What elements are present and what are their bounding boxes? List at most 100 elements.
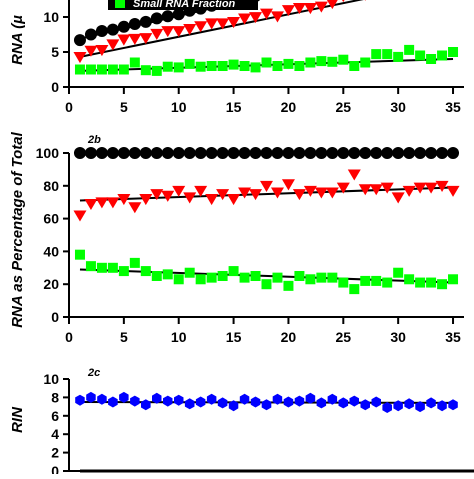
data-point — [305, 392, 316, 404]
data-point — [294, 271, 305, 281]
data-point — [381, 147, 394, 159]
data-point — [426, 54, 437, 64]
y-tick-label: 0 — [51, 309, 59, 325]
data-point — [305, 57, 316, 68]
data-point — [316, 272, 327, 283]
data-point — [139, 15, 152, 28]
data-point — [261, 57, 272, 68]
data-point — [97, 393, 107, 405]
trend-line — [79, 0, 364, 58]
data-point — [448, 274, 459, 285]
data-point — [151, 65, 162, 76]
data-point — [184, 398, 195, 410]
data-point — [281, 179, 295, 191]
data-point — [436, 147, 449, 159]
y-tick-label: 5 — [51, 44, 59, 60]
x-tick-label: 15 — [226, 99, 242, 115]
x-tick-label: 0 — [65, 329, 73, 345]
y-axis-label: RIN — [9, 406, 26, 433]
data-point — [426, 277, 437, 288]
data-point — [316, 56, 327, 67]
legend-label: Small RNA Fraction — [133, 0, 236, 10]
data-point — [96, 64, 107, 75]
data-point — [270, 187, 284, 199]
x-tick-label: 15 — [226, 329, 242, 345]
data-point — [73, 147, 86, 159]
data-point — [96, 262, 107, 273]
data-point — [261, 399, 272, 411]
data-point — [393, 400, 403, 412]
data-point — [129, 57, 140, 68]
data-point — [86, 391, 96, 403]
y-tick-label: 0 — [51, 463, 59, 474]
data-point — [358, 184, 372, 196]
data-point — [239, 61, 250, 71]
data-point — [85, 261, 96, 272]
data-point — [161, 147, 174, 159]
series-hexagon — [75, 391, 458, 413]
data-point — [272, 393, 283, 405]
data-point — [73, 52, 87, 64]
data-point — [261, 279, 272, 290]
data-point — [249, 147, 262, 159]
data-point — [239, 272, 250, 283]
data-point — [161, 26, 175, 38]
data-point — [414, 147, 427, 159]
data-point — [130, 395, 140, 407]
data-point — [250, 396, 261, 408]
data-point — [338, 397, 349, 409]
y-tick-label: 100 — [36, 145, 60, 161]
data-point — [84, 28, 97, 41]
data-point — [316, 397, 327, 409]
data-point — [183, 192, 197, 204]
data-point — [336, 182, 350, 194]
data-point — [293, 147, 306, 159]
x-tick-label: 0 — [65, 99, 73, 115]
data-point — [249, 189, 263, 201]
data-point — [216, 147, 229, 159]
data-point — [270, 11, 284, 23]
data-point — [150, 28, 164, 40]
x-tick-label: 20 — [281, 329, 297, 345]
data-point — [238, 13, 252, 25]
data-point — [415, 50, 426, 61]
data-point — [195, 61, 206, 72]
data-point — [426, 397, 436, 409]
data-point — [216, 18, 230, 30]
data-point — [205, 147, 218, 159]
data-point — [281, 5, 295, 17]
data-point — [415, 277, 426, 288]
data-point — [238, 147, 251, 159]
data-point — [369, 184, 383, 196]
y-tick-label: 10 — [43, 9, 59, 25]
data-point — [195, 396, 206, 408]
data-point — [283, 58, 294, 69]
data-point — [292, 3, 306, 15]
data-point — [250, 271, 261, 281]
data-point — [448, 399, 458, 411]
x-tick-label: 30 — [390, 329, 406, 345]
data-point — [172, 26, 186, 38]
data-point — [150, 12, 163, 25]
data-point — [349, 395, 359, 407]
data-point — [107, 262, 118, 273]
data-point — [371, 396, 381, 408]
legend-swatch — [115, 0, 125, 8]
data-point — [152, 392, 162, 404]
data-point — [139, 194, 153, 206]
data-point — [84, 147, 97, 159]
data-point — [393, 51, 404, 62]
data-point — [118, 64, 129, 75]
panel-label: 2c — [87, 367, 100, 379]
data-point — [327, 56, 338, 67]
x-tick-label: 10 — [171, 99, 187, 115]
data-point — [325, 187, 339, 199]
data-point — [360, 275, 371, 286]
data-point — [415, 401, 425, 413]
data-point — [437, 279, 448, 290]
x-tick-label: 20 — [281, 99, 297, 115]
data-point — [435, 180, 449, 192]
data-point — [337, 147, 350, 159]
data-point — [327, 393, 338, 405]
